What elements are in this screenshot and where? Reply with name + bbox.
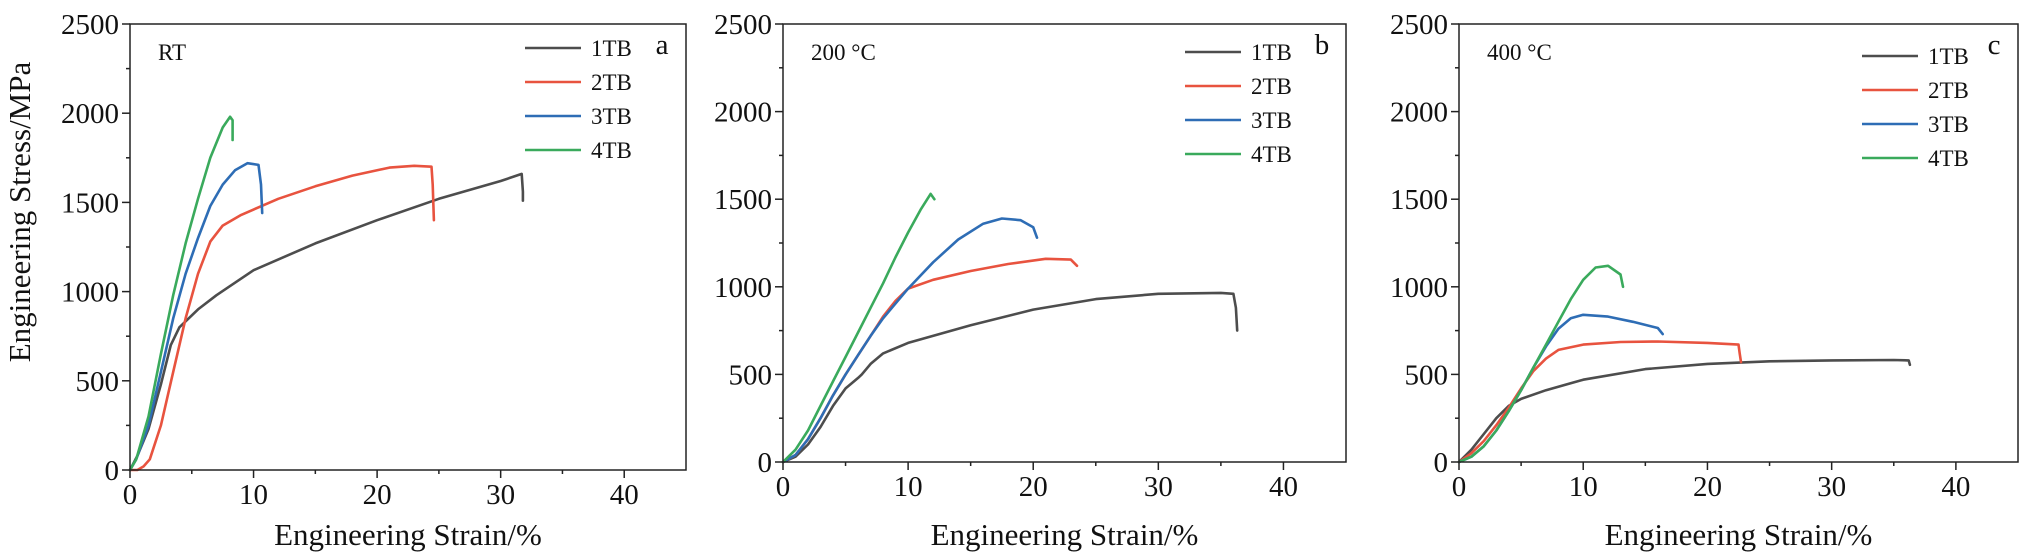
y-tick-label: 0 bbox=[758, 447, 773, 479]
y-tick-label: 2500 bbox=[61, 9, 119, 41]
y-tick-label: 2500 bbox=[1390, 9, 1448, 41]
series-line-1tb bbox=[781, 291, 1239, 464]
x-axis-label: Engineering Strain/% bbox=[1605, 517, 1873, 552]
series-line-2tb bbox=[128, 164, 436, 472]
y-tick-label: 2000 bbox=[61, 98, 119, 130]
condition-label: 200 °C bbox=[811, 40, 876, 65]
y-tick-label: 2000 bbox=[1390, 97, 1448, 129]
legend-label: 4TB bbox=[1251, 142, 1292, 167]
legend-label: 3TB bbox=[591, 104, 632, 129]
condition-label: RT bbox=[158, 40, 186, 65]
legend-label: 2TB bbox=[591, 70, 632, 95]
legend-label: 2TB bbox=[1928, 78, 1969, 103]
y-tick-label: 1000 bbox=[714, 272, 772, 304]
x-tick-label: 30 bbox=[1817, 471, 1846, 503]
x-tick-label: 30 bbox=[486, 479, 515, 511]
legend-label: 4TB bbox=[591, 138, 632, 163]
x-tick-label: 30 bbox=[1144, 471, 1173, 503]
legend-label: 3TB bbox=[1251, 108, 1292, 133]
x-tick-label: 0 bbox=[1452, 471, 1467, 503]
x-tick-label: 20 bbox=[1693, 471, 1722, 503]
y-tick-label: 1000 bbox=[1390, 272, 1448, 304]
legend: 1TB 2TB 3TB 4TB bbox=[525, 36, 632, 163]
series-line-1tb bbox=[128, 172, 525, 472]
x-axis-label: Engineering Strain/% bbox=[274, 517, 542, 552]
y-axis-label: Engineering Stress/MPa bbox=[2, 62, 37, 363]
x-tick-label: 10 bbox=[894, 471, 923, 503]
y-tick-label: 500 bbox=[76, 366, 120, 398]
series-line-4tb bbox=[1457, 264, 1625, 464]
legend-label: 1TB bbox=[591, 36, 632, 61]
series-line-2tb bbox=[1457, 340, 1743, 464]
x-tick-label: 10 bbox=[239, 479, 268, 511]
x-tick-label: 20 bbox=[1019, 471, 1048, 503]
series-line-3tb bbox=[781, 217, 1039, 464]
condition-label: 400 °C bbox=[1487, 40, 1552, 65]
x-tick-label: 20 bbox=[363, 479, 392, 511]
panel-letter: c bbox=[1988, 29, 2001, 61]
series-line-4tb bbox=[781, 192, 936, 464]
y-tick-label: 1500 bbox=[1390, 184, 1448, 216]
y-tick-label: 500 bbox=[1405, 359, 1449, 391]
y-tick-label: 2000 bbox=[714, 97, 772, 129]
y-tick-label: 0 bbox=[1434, 447, 1449, 479]
legend-label: 3TB bbox=[1928, 112, 1969, 137]
x-tick-label: 40 bbox=[610, 479, 639, 511]
series-line-1tb bbox=[1457, 358, 1912, 464]
x-tick-label: 40 bbox=[1941, 471, 1970, 503]
legend: 1TB 2TB 3TB 4TB bbox=[1185, 40, 1292, 167]
y-tick-label: 500 bbox=[729, 359, 773, 391]
series-line-2tb bbox=[781, 257, 1079, 464]
x-tick-label: 0 bbox=[776, 471, 791, 503]
panel-letter: b bbox=[1315, 29, 1330, 61]
series-line-3tb bbox=[128, 161, 264, 472]
x-tick-label: 0 bbox=[123, 479, 138, 511]
y-tick-label: 0 bbox=[105, 455, 120, 487]
panel-a: 0 10 20 30 40 0 500 1000 1500 2000 2500 Engineering… bbox=[61, 9, 687, 552]
legend-label: 4TB bbox=[1928, 146, 1969, 171]
x-tick-label: 40 bbox=[1269, 471, 1298, 503]
x-tick-label: 10 bbox=[1569, 471, 1598, 503]
series-line-4tb bbox=[128, 115, 234, 472]
panel-c: 0 10 20 30 40 0 500 1000 1500 2000 2500 Engineering… bbox=[1390, 9, 2019, 552]
legend-label: 1TB bbox=[1928, 44, 1969, 69]
panel-b: 0 10 20 30 40 0 500 1000 1500 2000 2500 Engineering… bbox=[714, 9, 1347, 552]
y-tick-label: 1500 bbox=[714, 184, 772, 216]
y-tick-label: 2500 bbox=[714, 9, 772, 41]
y-tick-label: 1000 bbox=[61, 277, 119, 309]
legend: 1TB 2TB 3TB 4TB bbox=[1862, 44, 1969, 171]
y-tick-label: 1500 bbox=[61, 187, 119, 219]
legend-label: 2TB bbox=[1251, 74, 1292, 99]
panel-letter: a bbox=[656, 29, 669, 61]
x-axis-label: Engineering Strain/% bbox=[931, 517, 1199, 552]
legend-label: 1TB bbox=[1251, 40, 1292, 65]
